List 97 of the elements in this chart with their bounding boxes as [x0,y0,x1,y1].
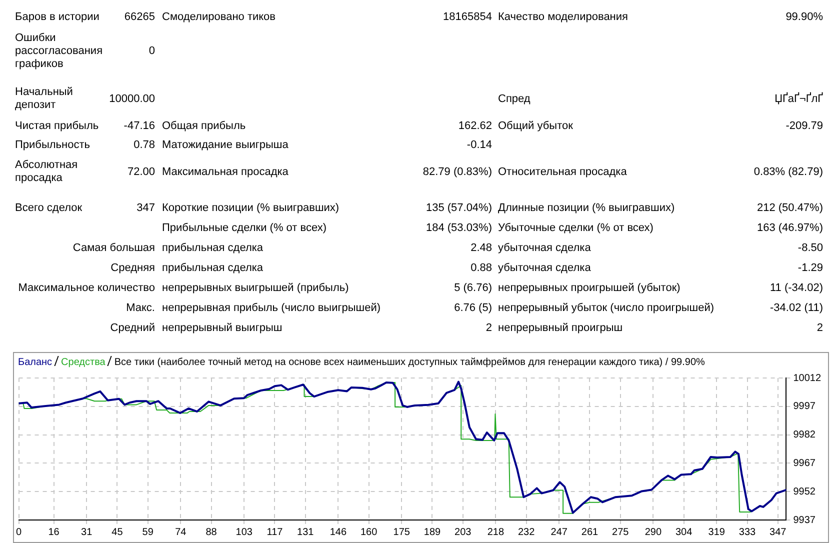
text: 0.88 [470,262,492,275]
x-tick-label: 146 [330,526,347,538]
text: 0.78 [134,139,155,152]
x-tick-label: 275 [612,526,630,538]
text: -0.14 [466,139,492,152]
text: Короткие позиции (% выигравших) [162,202,340,215]
text: -47.16 [124,120,155,133]
x-tick-label: 103 [236,526,253,538]
text: 347 [136,202,155,215]
y-tick-label: 9982 [793,430,816,441]
x-tick-label: 0 [16,526,22,538]
x-tick-label: 232 [518,526,536,538]
text: непрерывный выигрыш [162,322,282,335]
text: Относительная просадка [498,166,627,179]
text: Всего сделок [15,202,82,215]
text: Самая большая [72,242,155,255]
text: Средства [61,357,106,368]
y-tick-label: 10012 [793,372,822,384]
text: 135 (57.04%) [426,202,492,215]
text: 2 [486,322,492,335]
text: Общий убыток [498,120,573,133]
text: Спред [498,93,530,106]
text: непрерывная прибыль (число выигрышей) [162,302,381,315]
text: 163 (46.97%) [756,222,823,235]
text: прибыльная сделка [162,242,264,255]
text: 66265 [124,11,155,24]
text: 162.62 [458,120,492,133]
text: прибыльная сделка [162,262,264,275]
text: Начальный депозит [15,86,74,112]
text: Чистая прибыль [15,120,99,133]
text: убыточная сделка [498,242,591,255]
text: непрерывный проигрыш [498,322,623,335]
x-tick-label: 88 [206,526,218,538]
text: Средняя [110,262,155,275]
text: Максимальное количество [18,282,155,295]
y-tick-label: 9952 [793,486,816,498]
text: 212 (50.47%) [756,202,823,215]
x-tick-label: 117 [266,526,284,538]
text: Убыточные сделки (% от всех) [498,222,654,235]
text: 82.79 (0.83%) [422,166,492,179]
text: Максимальная просадка [162,166,288,179]
text: 72.00 [127,166,155,179]
text: 2.48 [470,242,492,255]
x-tick-label: 74 [175,526,187,538]
text: Абсолютная просадка [15,159,79,185]
text: 99.90% [786,11,823,24]
text: 184 (53.03%) [426,222,492,235]
x-tick-label: 290 [644,526,662,538]
chart-title: Все тики (наиболее точный метод на основе всех наименьших доступных таймфреймов для генерации каждого тика) / 99.90% [114,357,705,368]
x-tick-label: 347 [770,526,787,538]
text: убыточная сделка [498,262,591,275]
text: 0.83% (82.79) [754,166,823,179]
text: Длинные позиции (% выигравших) [498,202,675,215]
x-tick-label: 31 [81,526,93,538]
text: 10000.00 [109,93,155,106]
x-tick-label: 247 [550,526,568,538]
text: 6.76 (5) [454,302,492,315]
text: -209.79 [786,120,823,133]
text: Прибыльность [15,139,90,152]
text: Качество моделирования [498,11,628,24]
x-tick-label: 16 [48,526,60,538]
y-tick-label: 9997 [793,401,816,412]
x-tick-label: 131 [297,526,314,538]
x-tick-label: 189 [424,526,442,538]
x-tick-label: 304 [675,526,693,538]
text: 5 (6.76) [454,282,492,295]
x-tick-label: 218 [487,526,504,538]
text: -8.50 [798,242,823,255]
text: Средний [110,322,155,335]
text: Смоделировано тиков [162,11,276,24]
text: 11 (-34.02) [770,282,823,295]
text: Макс. [126,302,155,315]
text: непрерывный убыток (число проигрышей) [498,302,714,315]
text: Общая прибыль [162,120,246,133]
text: Прибыльные сделки (% от всех) [162,222,327,235]
x-tick-label: 333 [738,526,756,538]
x-tick-label: 203 [454,526,472,538]
text: Баланс [18,357,52,368]
x-tick-label: 175 [393,526,410,538]
y-tick-label: 9937 [793,514,816,526]
text: -1.29 [798,262,823,275]
x-tick-label: 319 [708,526,726,538]
text: 2 [816,322,823,335]
text: 18165854 [443,11,492,24]
text: 0 [148,45,155,58]
y-tick-label: 9967 [793,458,816,469]
text: Баров в истории [15,11,100,24]
x-tick-label: 45 [112,526,124,538]
text: Матожидание выигрыша [162,139,288,152]
text: Ошибки рассогласования графиков [15,32,104,71]
x-tick-label: 160 [360,526,378,538]
text: -34.02 (11) [770,302,823,315]
x-tick-label: 59 [142,526,154,538]
x-tick-label: 261 [581,526,599,538]
text: непрерывных проигрышей (убыток) [498,282,680,295]
text: ЏҐаҐ¬ҐлҐ [774,93,823,106]
text: непрерывных выигрышей (прибыль) [162,282,349,295]
